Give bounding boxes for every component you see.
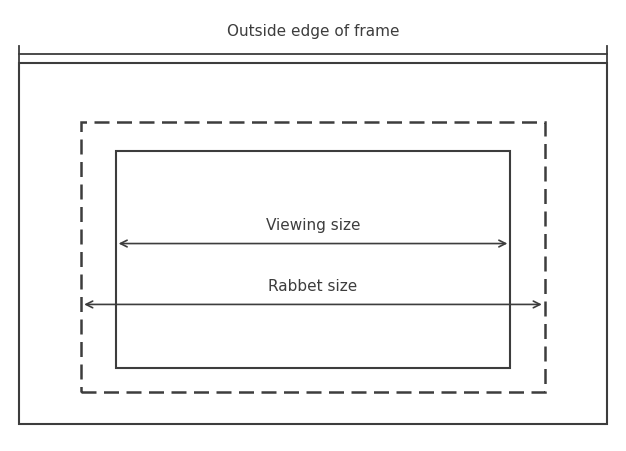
Bar [116,151,510,368]
Text: Outside edge of frame: Outside edge of frame [227,24,399,39]
Text: Rabbet size: Rabbet size [269,279,357,294]
Bar [81,122,545,392]
Text: Viewing size: Viewing size [266,218,360,233]
Bar [19,63,607,424]
